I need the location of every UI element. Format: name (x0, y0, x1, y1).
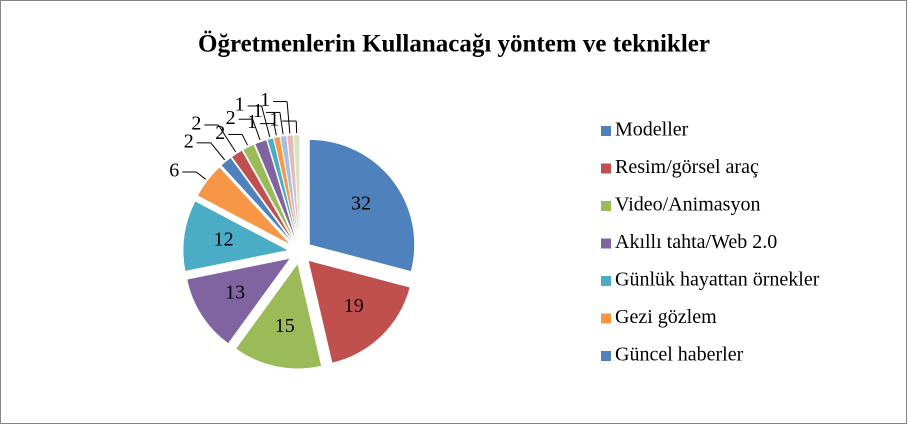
legend-label: Modeller (615, 119, 689, 141)
pie-slice (309, 139, 415, 272)
pie-slice (186, 258, 291, 344)
data-label: 2 (184, 130, 194, 152)
legend-swatch (601, 126, 611, 136)
legend-swatch (601, 201, 611, 211)
leader-line (286, 101, 291, 134)
pie-slice (286, 134, 300, 241)
data-label: 1 (247, 111, 257, 133)
legend-swatch (601, 163, 611, 174)
data-label: 2 (226, 107, 236, 129)
pie-slice (254, 139, 297, 241)
legend-swatch (601, 276, 611, 286)
pie-slice (308, 260, 411, 364)
data-label: 1 (235, 94, 245, 116)
data-label: 2 (191, 113, 201, 135)
legend-label: Akıllı tahta/Web 2.0 (615, 231, 777, 253)
data-label: 2 (215, 122, 225, 144)
legend-label: Gezi gözlem (615, 306, 717, 328)
legend-swatch (601, 313, 611, 324)
legend-label: Video/Animasyon (615, 194, 760, 216)
leader-line (279, 112, 284, 135)
pie-slice (267, 137, 298, 241)
data-label: 13 (225, 281, 245, 303)
data-label: 15 (275, 315, 295, 337)
leader-line (241, 134, 248, 146)
pie-slice (221, 157, 293, 243)
data-label: 6 (169, 160, 179, 182)
leader-line (273, 123, 277, 136)
legend-swatch (601, 238, 611, 249)
pie-slice (273, 136, 298, 241)
pie-slice (182, 200, 289, 272)
pie-slice (231, 150, 294, 243)
data-label: 1 (269, 109, 279, 131)
pie-slice (242, 144, 295, 242)
legend-label: Resim/görsel araç (615, 156, 759, 178)
leader-line (217, 124, 237, 153)
leader-line (252, 119, 261, 141)
legend-swatch (601, 351, 611, 361)
legend-label: Günlük hayattan örnekler (615, 269, 820, 291)
data-label: 1 (260, 89, 270, 111)
legend-label: Güncel haberler (615, 344, 744, 366)
pie-slice (293, 134, 300, 241)
data-label: 32 (351, 193, 371, 215)
leader-line (261, 105, 271, 138)
leader-line (210, 142, 226, 161)
chart-title: Öğretmenlerin Kullanacağı yöntem ve tekn… (198, 31, 710, 58)
pie-slice (280, 135, 299, 241)
data-label: 1 (253, 100, 263, 122)
data-label: 12 (214, 229, 234, 251)
data-label: 19 (344, 295, 364, 317)
leader-line (195, 171, 207, 180)
pie-slice (235, 263, 322, 370)
pie-slice (197, 166, 291, 245)
